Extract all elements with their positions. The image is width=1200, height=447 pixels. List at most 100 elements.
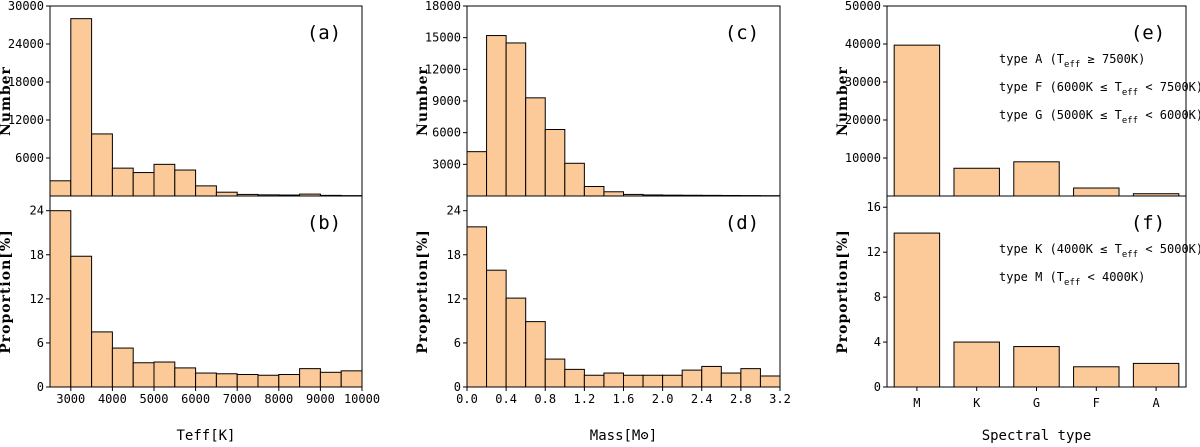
- y-axis-label: Number: [835, 66, 851, 136]
- bar-d-15: [759, 375, 781, 388]
- ytick-label: 18000: [425, 0, 461, 13]
- bar-b-5: [153, 361, 176, 388]
- ytick-label: 0: [454, 380, 461, 394]
- bar-c-4: [544, 129, 566, 197]
- bar-a-2: [91, 133, 113, 197]
- bar-e-M: [893, 44, 941, 197]
- bar-c-7: [603, 191, 624, 197]
- ytick-label: 6000: [15, 151, 44, 165]
- x-axis-label: Teff[K]: [176, 428, 235, 444]
- y-axis-label: Proportion[%]: [415, 229, 431, 354]
- spectral-type-definition: type G (5000K ≤ Teff < 6000K): [999, 108, 1200, 126]
- bar-c-6: [583, 186, 605, 197]
- plot-frame-b: [49, 195, 363, 388]
- xtick-label: 4000: [98, 392, 127, 406]
- bar-d-9: [642, 374, 664, 388]
- panel-e: [883, 5, 1187, 197]
- category-label: F: [1093, 396, 1100, 410]
- ytick-label: 20000: [845, 113, 881, 127]
- panel-a: [46, 5, 363, 197]
- bar-d-6: [583, 374, 605, 388]
- spectral-type-definition: type A (Teff ≥ 7500K): [999, 52, 1145, 70]
- xtick-label: 7000: [223, 392, 252, 406]
- panel-label: (d): [725, 212, 759, 234]
- bar-b-13: [319, 371, 342, 388]
- spectral-type-definition: type M (Teff < 4000K): [999, 270, 1145, 288]
- plot-frame-f: [886, 195, 1187, 388]
- bar-d-7: [603, 372, 624, 388]
- plot-frame-d: [466, 195, 781, 388]
- bar-b-3: [111, 347, 134, 388]
- bar-f-F: [1073, 366, 1120, 388]
- bar-d-12: [701, 365, 722, 388]
- ytick-label: 12: [30, 292, 44, 306]
- bar-e-F: [1073, 187, 1120, 197]
- xtick-label: 5000: [140, 392, 169, 406]
- spectral-type-definition: type F (6000K ≤ Teff < 7500K): [999, 80, 1200, 98]
- ytick-label: 24: [30, 204, 44, 218]
- ytick-label: 15000: [425, 31, 461, 45]
- bar-f-K: [953, 341, 1000, 388]
- bar-c-5: [564, 162, 585, 197]
- bar-f-M: [893, 232, 941, 388]
- ytick-label: 18: [30, 248, 44, 262]
- bar-b-10: [257, 374, 280, 388]
- bar-a-7: [195, 185, 217, 197]
- ytick-label: 8: [874, 290, 881, 304]
- x-axis-label: Mass[Mʘ]: [590, 428, 657, 444]
- y-axis-label: Proportion[%]: [835, 229, 851, 354]
- y-axis-label: Number: [0, 66, 14, 136]
- xtick-label: 0.4: [495, 392, 517, 406]
- xtick-label: 8000: [264, 392, 293, 406]
- spectral-type-definition: type K (4000K ≤ Teff < 5000K): [999, 242, 1200, 260]
- ytick-label: 12000: [8, 113, 44, 127]
- bar-b-9: [236, 374, 259, 388]
- xtick-label: 2.4: [691, 392, 713, 406]
- x-axis-label: Spectral type: [982, 428, 1092, 444]
- bar-b-14: [340, 370, 363, 388]
- bar-d-1: [486, 269, 507, 388]
- ytick-label: 30000: [8, 0, 44, 13]
- xtick-label: 3000: [56, 392, 85, 406]
- bar-d-10: [662, 374, 683, 388]
- ytick-label: 16: [867, 200, 881, 214]
- xtick-label: 0.0: [456, 392, 478, 406]
- ytick-label: 4: [874, 335, 881, 349]
- bar-d-13: [720, 372, 742, 388]
- bar-c-2: [505, 42, 527, 197]
- ytick-label: 24: [447, 204, 461, 218]
- panel-f: [883, 195, 1187, 391]
- bar-a-3: [111, 167, 134, 197]
- ytick-label: 10000: [845, 151, 881, 165]
- bar-a-4: [132, 172, 155, 197]
- bar-e-G: [1013, 161, 1060, 197]
- panel-label: (a): [307, 22, 341, 44]
- bar-c-0: [466, 151, 488, 197]
- ytick-label: 12000: [425, 62, 461, 76]
- bar-f-A: [1132, 362, 1180, 388]
- panel-label: (b): [307, 212, 341, 234]
- ytick-label: 30000: [845, 75, 881, 89]
- xtick-label: 9000: [306, 392, 335, 406]
- ytick-label: 40000: [845, 37, 881, 51]
- xtick-label: 2.0: [652, 392, 674, 406]
- panel-b: [46, 195, 363, 391]
- bar-b-8: [215, 373, 238, 388]
- panel-label: (f): [1131, 212, 1165, 234]
- y-axis-label: Proportion[%]: [0, 229, 14, 354]
- bar-d-2: [505, 297, 527, 388]
- bar-a-0: [49, 180, 72, 197]
- ytick-label: 6000: [432, 126, 461, 140]
- category-label: M: [913, 396, 920, 410]
- bar-d-0: [466, 226, 488, 388]
- bar-d-5: [564, 368, 585, 388]
- ytick-label: 6: [454, 336, 461, 350]
- bar-a-5: [153, 163, 176, 197]
- ytick-label: 18: [447, 248, 461, 262]
- bar-d-8: [623, 374, 644, 388]
- bar-b-11: [278, 374, 301, 388]
- panel-d: [463, 195, 781, 391]
- bar-d-14: [740, 368, 761, 388]
- bar-d-4: [544, 358, 566, 388]
